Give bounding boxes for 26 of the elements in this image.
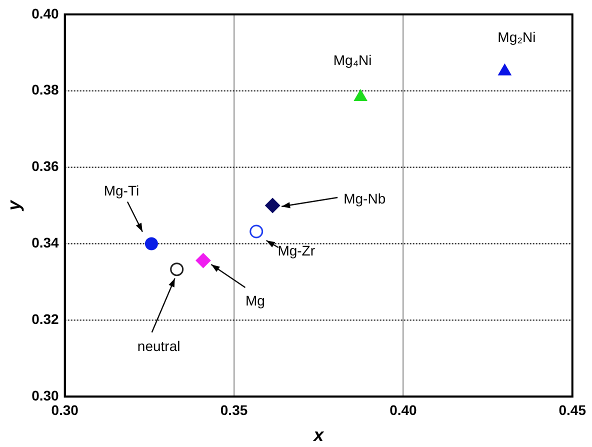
- point: [144, 237, 158, 250]
- x-tick-label: 0.35: [220, 402, 248, 418]
- point: [354, 89, 368, 101]
- x-axis-title: x: [312, 425, 325, 446]
- y-tick-label: 0.36: [32, 158, 60, 174]
- text: Mg-Nb: [344, 190, 386, 206]
- y-axis-title: y: [4, 200, 24, 212]
- x-tick-label: 0.30: [51, 402, 79, 418]
- point: [498, 64, 512, 76]
- y-tick-label: 0.30: [32, 387, 60, 404]
- y-tick-label: 0.40: [32, 5, 60, 22]
- x-tick-label: 0.40: [390, 402, 418, 418]
- point: [196, 253, 211, 268]
- y-tick-label: 0.32: [32, 311, 60, 328]
- x-tick-label: 0.45: [558, 402, 586, 418]
- series-label: Mg₂Ni: [498, 29, 536, 46]
- text: neutral: [137, 338, 180, 354]
- series-label: Mg₄Ni: [333, 52, 372, 68]
- text: Mg: [246, 292, 265, 308]
- text: Mg-Ti: [104, 182, 140, 199]
- point: [170, 262, 184, 276]
- point: [265, 198, 280, 213]
- point: [250, 224, 264, 238]
- y-tick-label: 0.34: [32, 234, 60, 251]
- series-label: Mg-Zr: [278, 242, 316, 258]
- y-tick-label: 0.38: [32, 82, 60, 98]
